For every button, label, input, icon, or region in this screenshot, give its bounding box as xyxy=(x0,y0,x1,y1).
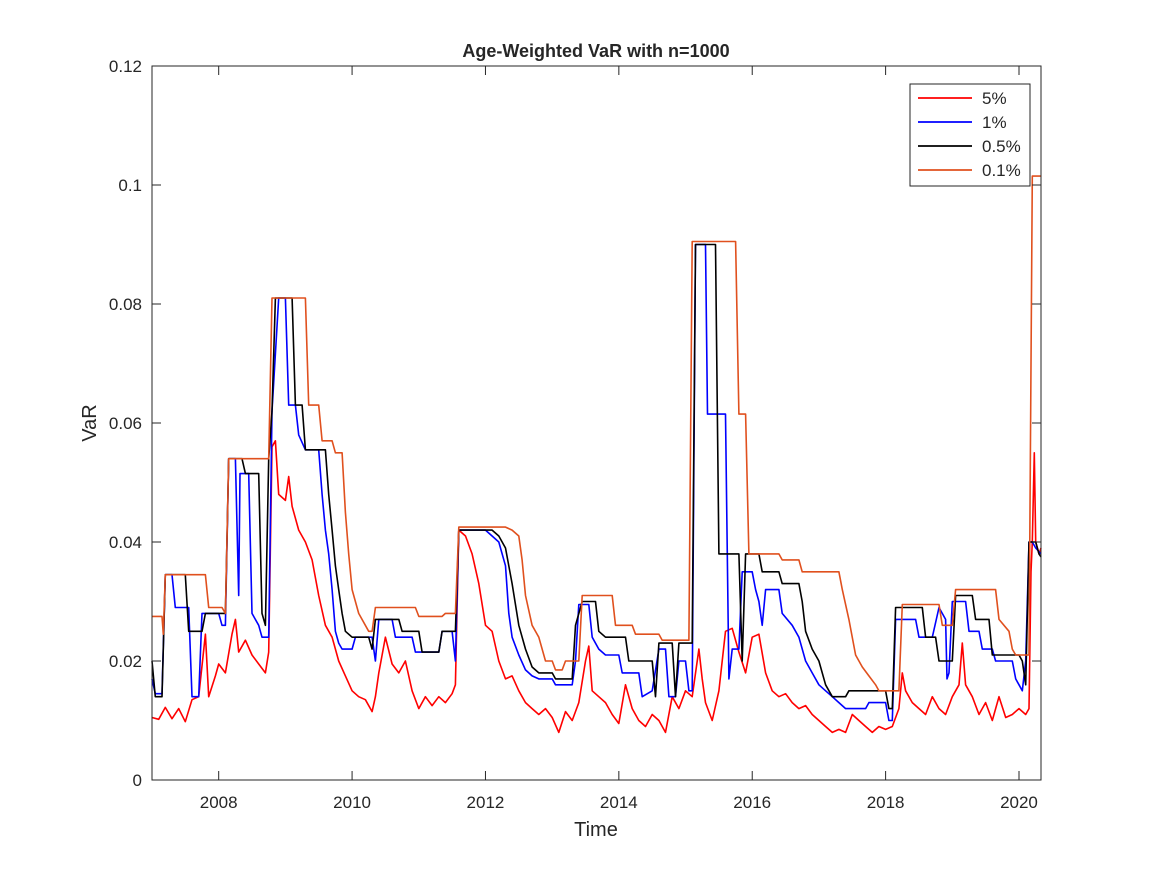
x-tick-label: 2016 xyxy=(733,793,771,812)
y-tick-label: 0.1 xyxy=(118,176,142,195)
y-tick-label: 0.08 xyxy=(109,295,142,314)
x-tick-label: 2008 xyxy=(200,793,238,812)
y-tick-label: 0.04 xyxy=(109,533,142,552)
legend-box xyxy=(909,83,1031,187)
legend: 5% 1% 0.5% 0.1% xyxy=(909,83,1031,187)
ticks-layer: 2008 2010 2012 2014 2016 2018 2020 0 0.02 0.04 0.0… xyxy=(109,57,1041,812)
y-tick-label: 0.06 xyxy=(109,414,142,433)
series-line-1 xyxy=(151,243,1042,722)
y-tick-label: 0.02 xyxy=(109,652,142,671)
series-line-3 xyxy=(152,175,1041,692)
y-axis-label: VaR xyxy=(79,404,101,441)
plot-area xyxy=(152,66,1041,780)
legend-label-3: 0.1% xyxy=(982,161,1021,180)
legend-label-2: 0.5% xyxy=(982,137,1021,156)
series-layer xyxy=(151,175,1042,734)
x-axis-label: Time xyxy=(574,819,618,841)
x-tick-label: 2012 xyxy=(467,793,505,812)
y-tick-label: 0.12 xyxy=(109,57,142,76)
legend-label-0: 5% xyxy=(982,89,1007,108)
x-tick-label: 2014 xyxy=(600,793,638,812)
x-tick-label: 2010 xyxy=(333,793,371,812)
y-tick-label: 0 xyxy=(133,771,142,790)
legend-label-1: 1% xyxy=(982,113,1007,132)
chart-title: Age-Weighted VaR with n=1000 xyxy=(462,41,729,61)
x-tick-label: 2018 xyxy=(867,793,905,812)
x-tick-label: 2020 xyxy=(1000,793,1038,812)
series-line-0 xyxy=(151,440,1042,734)
